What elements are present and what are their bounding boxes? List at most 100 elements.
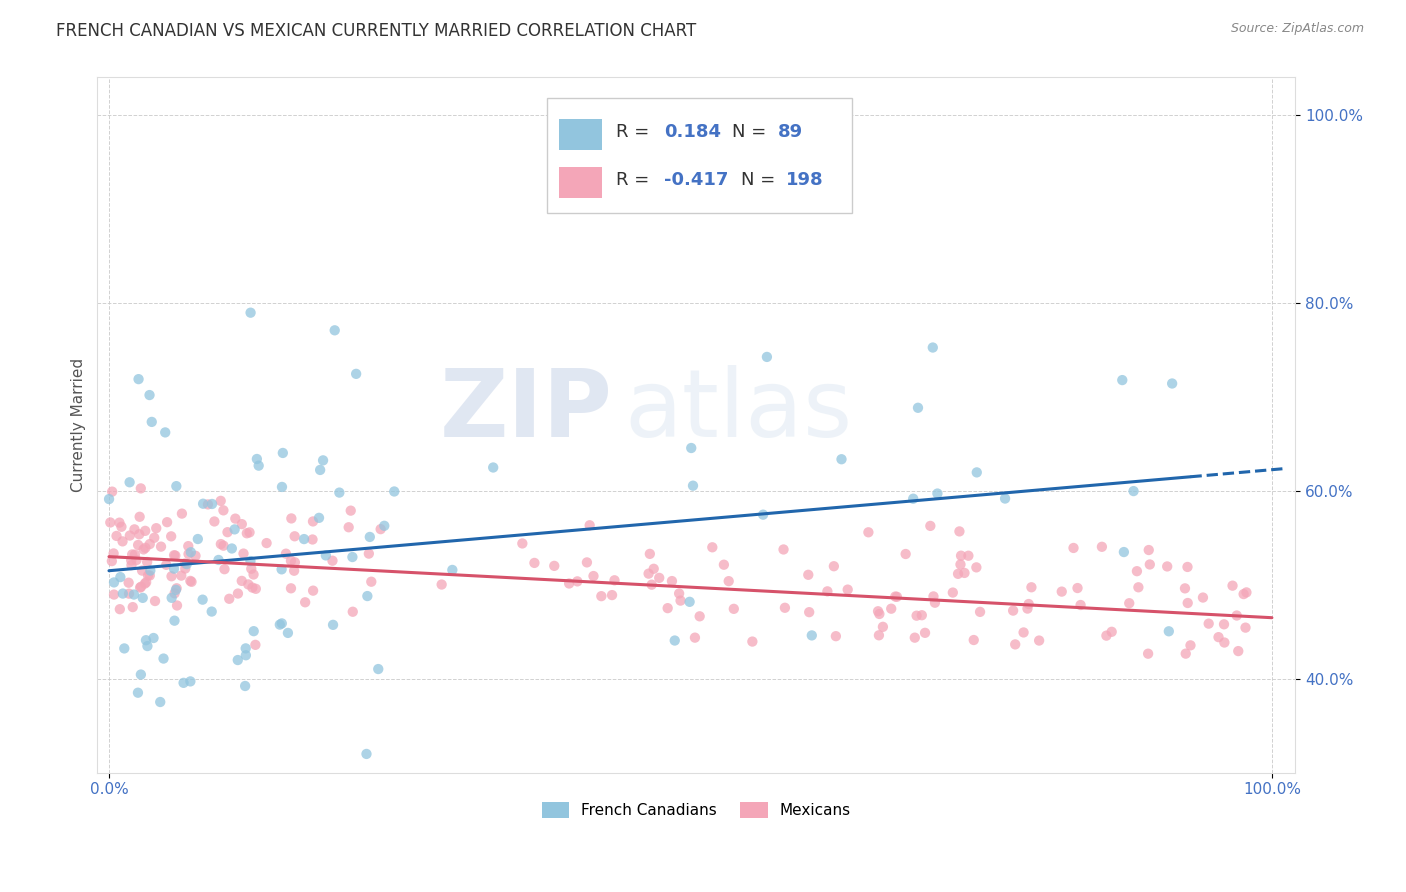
Point <box>136 568 159 582</box>
Point <box>245 638 267 652</box>
Point <box>128 509 150 524</box>
Point <box>994 491 1017 506</box>
Point <box>315 549 337 563</box>
Point <box>664 633 686 648</box>
Point <box>118 475 141 490</box>
Text: atlas: atlas <box>624 365 852 458</box>
Point <box>284 529 307 543</box>
Point <box>143 594 166 608</box>
Point <box>1017 601 1039 615</box>
Point <box>1002 604 1025 618</box>
Point <box>174 561 197 575</box>
Point <box>949 558 972 572</box>
Point <box>886 590 908 604</box>
Point <box>382 484 405 499</box>
Point <box>894 547 917 561</box>
Point <box>238 577 260 591</box>
Point <box>118 528 141 542</box>
Point <box>166 599 188 613</box>
Point <box>337 520 360 534</box>
Point <box>187 532 209 546</box>
Text: 89: 89 <box>778 123 803 141</box>
Point <box>1222 579 1244 593</box>
Point <box>799 605 821 619</box>
FancyBboxPatch shape <box>558 168 602 198</box>
Point <box>356 747 378 761</box>
Point <box>302 515 325 529</box>
Point <box>657 601 679 615</box>
Point <box>1157 624 1180 639</box>
Point <box>927 486 949 500</box>
Point <box>800 628 823 642</box>
Point <box>1180 638 1202 652</box>
Point <box>321 554 343 568</box>
Point <box>247 458 270 473</box>
Point <box>218 591 240 606</box>
Point <box>1156 559 1178 574</box>
Point <box>270 616 292 631</box>
FancyBboxPatch shape <box>558 119 602 150</box>
Point <box>180 574 202 589</box>
Point <box>139 537 162 551</box>
Point <box>903 491 925 506</box>
Point <box>173 676 195 690</box>
Point <box>139 568 162 582</box>
Point <box>98 516 121 530</box>
Point <box>256 536 278 550</box>
Point <box>911 608 934 623</box>
Point <box>1126 564 1149 578</box>
Point <box>946 566 969 581</box>
Point <box>236 526 259 541</box>
Point <box>209 537 232 551</box>
Point <box>150 540 173 554</box>
Point <box>224 522 246 536</box>
Point <box>302 583 325 598</box>
Point <box>163 548 186 562</box>
Point <box>176 557 198 571</box>
Text: ZIP: ZIP <box>440 365 613 458</box>
Point <box>367 662 389 676</box>
Point <box>356 589 378 603</box>
Point <box>124 522 146 536</box>
Point <box>242 581 264 595</box>
Point <box>103 546 125 560</box>
Point <box>953 566 976 580</box>
Point <box>110 520 132 534</box>
Point <box>245 582 267 596</box>
Point <box>914 625 936 640</box>
Point <box>950 549 973 563</box>
Point <box>201 497 224 511</box>
Text: Source: ZipAtlas.com: Source: ZipAtlas.com <box>1230 22 1364 36</box>
Point <box>111 586 134 600</box>
Point <box>342 549 364 564</box>
Text: N =: N = <box>733 123 772 141</box>
Point <box>357 547 380 561</box>
Point <box>280 554 302 568</box>
Point <box>373 518 395 533</box>
Point <box>831 452 853 467</box>
Point <box>235 648 257 663</box>
Point <box>108 602 131 616</box>
Point <box>322 617 344 632</box>
Point <box>226 586 249 600</box>
FancyBboxPatch shape <box>547 98 852 213</box>
Point <box>641 577 664 591</box>
Point <box>1161 376 1184 391</box>
Point <box>582 569 605 583</box>
Point <box>880 601 903 615</box>
Point <box>124 548 146 562</box>
Point <box>184 549 207 563</box>
Point <box>271 480 294 494</box>
Point <box>772 542 794 557</box>
Point <box>370 522 392 536</box>
Point <box>482 460 505 475</box>
Point <box>603 574 626 588</box>
Point <box>643 562 665 576</box>
Point <box>1233 587 1256 601</box>
Point <box>129 667 152 681</box>
Point <box>224 511 246 525</box>
Point <box>163 586 186 600</box>
Point <box>292 532 315 546</box>
Point <box>209 494 232 508</box>
Point <box>823 559 845 574</box>
